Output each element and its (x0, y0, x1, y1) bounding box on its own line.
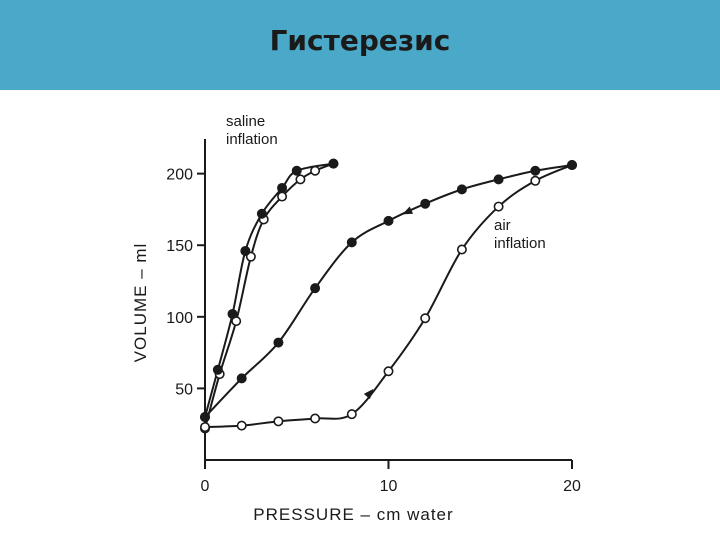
air-deflation-line (204, 164, 573, 418)
air-deflation-point (273, 337, 284, 348)
air-deflation-point (200, 412, 211, 423)
hysteresis-chart: 50 100 150 200 0 10 20 PRESSURE – cm water VOLUM… (131, 113, 581, 524)
saline-inflation-point (277, 191, 288, 202)
air-deflation-point (530, 165, 541, 176)
air-deflation-point (566, 160, 577, 171)
y-axis-label: VOLUME – ml (131, 243, 150, 363)
y-tick-label: 50 (175, 381, 193, 398)
saline-inflation-point (310, 165, 321, 176)
air-inflation-point (493, 201, 504, 212)
air-deflation-point (383, 215, 394, 226)
air-annotation-label: air (494, 217, 511, 234)
air-deflation-direction-arrow (402, 206, 414, 215)
x-axis-label: PRESSURE – cm water (253, 505, 453, 524)
air-deflation-point (310, 283, 321, 294)
x-tick-label: 10 (380, 478, 398, 495)
x-tick-label: 20 (563, 478, 581, 495)
saline-annotation-label: inflation (226, 131, 278, 148)
slide-header: Гистерезис (0, 0, 720, 90)
saline-deflation-point (328, 158, 339, 169)
slide-title: Гистерезис (269, 24, 451, 57)
saline-deflation-point (212, 364, 223, 375)
air-inflation-point (236, 420, 247, 431)
air-inflation-point (420, 313, 431, 324)
saline-deflation-point (227, 308, 238, 319)
y-tick-label: 150 (166, 238, 193, 255)
saline-deflation-point (277, 182, 288, 193)
air-deflation-point (420, 198, 431, 209)
saline-annotation-label: saline (226, 113, 265, 130)
air-inflation-point (530, 175, 541, 186)
air-deflation-point (236, 373, 247, 384)
air-inflation-point (346, 409, 357, 420)
air-inflation-point (310, 413, 321, 424)
y-tick-label: 200 (166, 167, 193, 184)
chart-container: 50 100 150 200 0 10 20 PRESSURE – cm water VOLUM… (0, 90, 720, 540)
saline-deflation-point (291, 165, 302, 176)
air-deflation-point (456, 184, 467, 195)
air-inflation-point (456, 244, 467, 255)
air-inflation-point (273, 416, 284, 427)
y-tick-label: 100 (166, 310, 193, 327)
air-inflation-line (204, 164, 573, 429)
saline-deflation-point (240, 245, 251, 256)
air-inflation-point (200, 422, 211, 433)
air-annotation-label: inflation (494, 235, 546, 252)
saline-deflation-point (256, 208, 267, 219)
air-inflation-direction-arrow (363, 388, 374, 400)
air-deflation-point (346, 237, 357, 248)
air-inflation-point (383, 366, 394, 377)
x-tick-label: 0 (201, 478, 210, 495)
saline-inflation-point (295, 174, 306, 185)
air-deflation-point (493, 174, 504, 185)
